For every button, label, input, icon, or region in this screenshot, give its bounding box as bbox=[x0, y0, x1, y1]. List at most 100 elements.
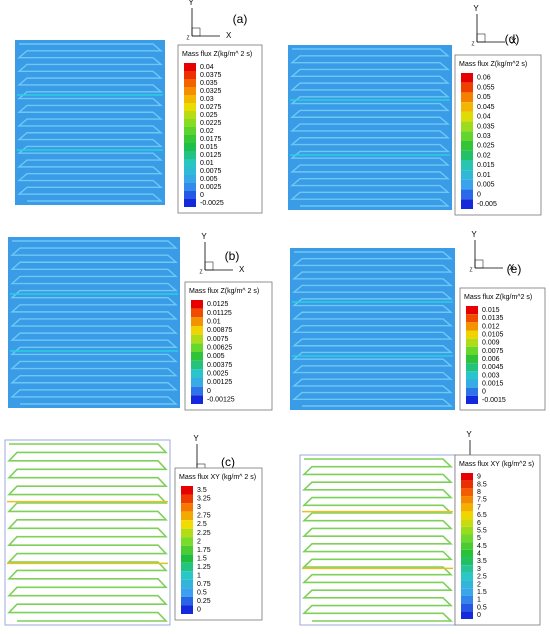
legend-level: 0.015 bbox=[477, 162, 495, 169]
legend-swatch bbox=[181, 554, 193, 563]
panel: YXZ(c)Mass flux XY (kg/m^ 2 s)3.53.2532.… bbox=[4, 434, 263, 626]
legend-level: 9 bbox=[477, 474, 481, 481]
legend-level: 7.5 bbox=[477, 497, 487, 504]
axis-box bbox=[476, 33, 486, 43]
panel-label: (e) bbox=[507, 262, 522, 276]
legend-level: 3.25 bbox=[197, 496, 211, 503]
legend-level: 0.06 bbox=[477, 75, 491, 82]
legend-swatch bbox=[461, 170, 473, 180]
contour-background bbox=[299, 454, 456, 626]
legend-swatch bbox=[181, 562, 193, 572]
legend-swatch bbox=[184, 151, 196, 159]
legend-swatch bbox=[461, 150, 473, 161]
legend-level: 6.5 bbox=[477, 512, 487, 519]
legend-level: 3.5 bbox=[477, 558, 487, 565]
legend-level: 4 bbox=[477, 551, 481, 558]
legend-level: 4.5 bbox=[477, 543, 487, 550]
panel: YXZ(a)Mass flux Z(kg/m^ 2 s)0.040.03750.… bbox=[15, 0, 263, 214]
legend-swatch bbox=[184, 63, 196, 71]
legend-swatch bbox=[191, 343, 203, 352]
legend-level: 1.5 bbox=[477, 589, 487, 596]
legend-swatch bbox=[184, 71, 196, 79]
legend-level: 0.02 bbox=[200, 128, 214, 135]
legend-swatch bbox=[181, 486, 193, 495]
panel: Y X Z (b) Mass flux Z(kg/m^ 2 s) 0.0125 0.0112… bbox=[8, 232, 273, 411]
legend-level: 0.00125 bbox=[207, 379, 232, 386]
axis-label: X bbox=[509, 263, 515, 272]
legend-swatch bbox=[461, 549, 473, 558]
legend-level: 0.015 bbox=[482, 307, 500, 314]
legend-swatch bbox=[466, 379, 478, 388]
legend-swatch bbox=[191, 352, 203, 361]
legend-swatch bbox=[191, 308, 203, 318]
legend-level: 0.0045 bbox=[482, 364, 504, 371]
axis-label: Y bbox=[471, 230, 477, 239]
legend-swatch bbox=[191, 326, 203, 335]
axis-label: Y bbox=[466, 430, 472, 439]
legend-swatch bbox=[461, 160, 473, 171]
legend-level: -0.0015 bbox=[482, 397, 506, 404]
legend-level: 0.0275 bbox=[200, 104, 222, 111]
contour-background bbox=[290, 248, 455, 410]
legend-swatch bbox=[466, 346, 478, 355]
legend-level: 3 bbox=[197, 504, 201, 511]
legend-swatch bbox=[184, 183, 196, 191]
legend-swatch bbox=[466, 314, 478, 323]
legend-level: 0 bbox=[482, 389, 486, 396]
legend-swatch bbox=[191, 360, 203, 370]
legend-swatch bbox=[184, 119, 196, 127]
legend-swatch bbox=[461, 588, 473, 596]
legend-level: -0.00125 bbox=[207, 397, 235, 404]
legend-level: 0.5 bbox=[197, 590, 207, 597]
legend-level: 0.0135 bbox=[482, 315, 504, 322]
legend-swatch bbox=[466, 395, 478, 404]
legend-swatch bbox=[184, 191, 196, 199]
legend-level: 0.015 bbox=[200, 144, 218, 151]
legend-level: 8.5 bbox=[477, 481, 487, 488]
legend-level: 2 bbox=[477, 581, 481, 588]
legend-title: Mass flux XY (kg/m^ 2 s) bbox=[179, 474, 256, 481]
contour-background bbox=[15, 40, 165, 205]
legend-swatch bbox=[181, 511, 193, 521]
legend-level: 0 bbox=[200, 192, 204, 199]
legend-level: 0 bbox=[197, 607, 201, 614]
legend-title: Mass flux Z(kg/m^ 2 s) bbox=[182, 51, 252, 58]
axis-label: X bbox=[239, 265, 245, 274]
legend-swatch bbox=[461, 603, 473, 612]
legend-swatch bbox=[461, 121, 473, 132]
legend-swatch bbox=[461, 92, 473, 103]
legend-swatch bbox=[461, 73, 473, 83]
legend-level: 7 bbox=[477, 504, 481, 511]
legend-level: 1.5 bbox=[197, 555, 207, 562]
legend-level: 0.00375 bbox=[207, 362, 232, 369]
legend-level: 5 bbox=[477, 535, 481, 542]
legend-level: 5.5 bbox=[477, 527, 487, 534]
legend-level: 0.03 bbox=[477, 133, 491, 140]
legend-level: 0.00875 bbox=[207, 327, 232, 334]
legend-swatch bbox=[461, 488, 473, 497]
legend-level: 3.5 bbox=[197, 487, 207, 494]
legend-swatch bbox=[461, 111, 473, 122]
legend-level: 1 bbox=[477, 597, 481, 604]
legend-level: 1 bbox=[197, 572, 201, 579]
legend-swatch bbox=[461, 557, 473, 566]
legend-level: 0.0025 bbox=[200, 184, 222, 191]
legend-swatch bbox=[461, 82, 473, 93]
legend-level: 6 bbox=[477, 520, 481, 527]
legend-swatch bbox=[461, 496, 473, 504]
legend-level: 1.25 bbox=[197, 564, 211, 571]
legend-level: 0.025 bbox=[200, 112, 218, 119]
legend-swatch bbox=[461, 102, 473, 112]
axis-label: Z bbox=[186, 35, 189, 41]
legend-title: Mass flux Z(kg/m^2 s) bbox=[459, 61, 527, 68]
legend-level: 0.0025 bbox=[207, 371, 229, 378]
legend-level: 0.005 bbox=[207, 353, 225, 360]
legend-level: 0.03 bbox=[200, 96, 214, 103]
legend-swatch bbox=[461, 473, 473, 481]
legend-swatch bbox=[181, 579, 193, 589]
legend-swatch bbox=[181, 596, 193, 606]
legend-swatch bbox=[191, 369, 203, 378]
legend-level: 0.005 bbox=[477, 182, 495, 189]
legend-level: 0.01 bbox=[477, 172, 491, 179]
